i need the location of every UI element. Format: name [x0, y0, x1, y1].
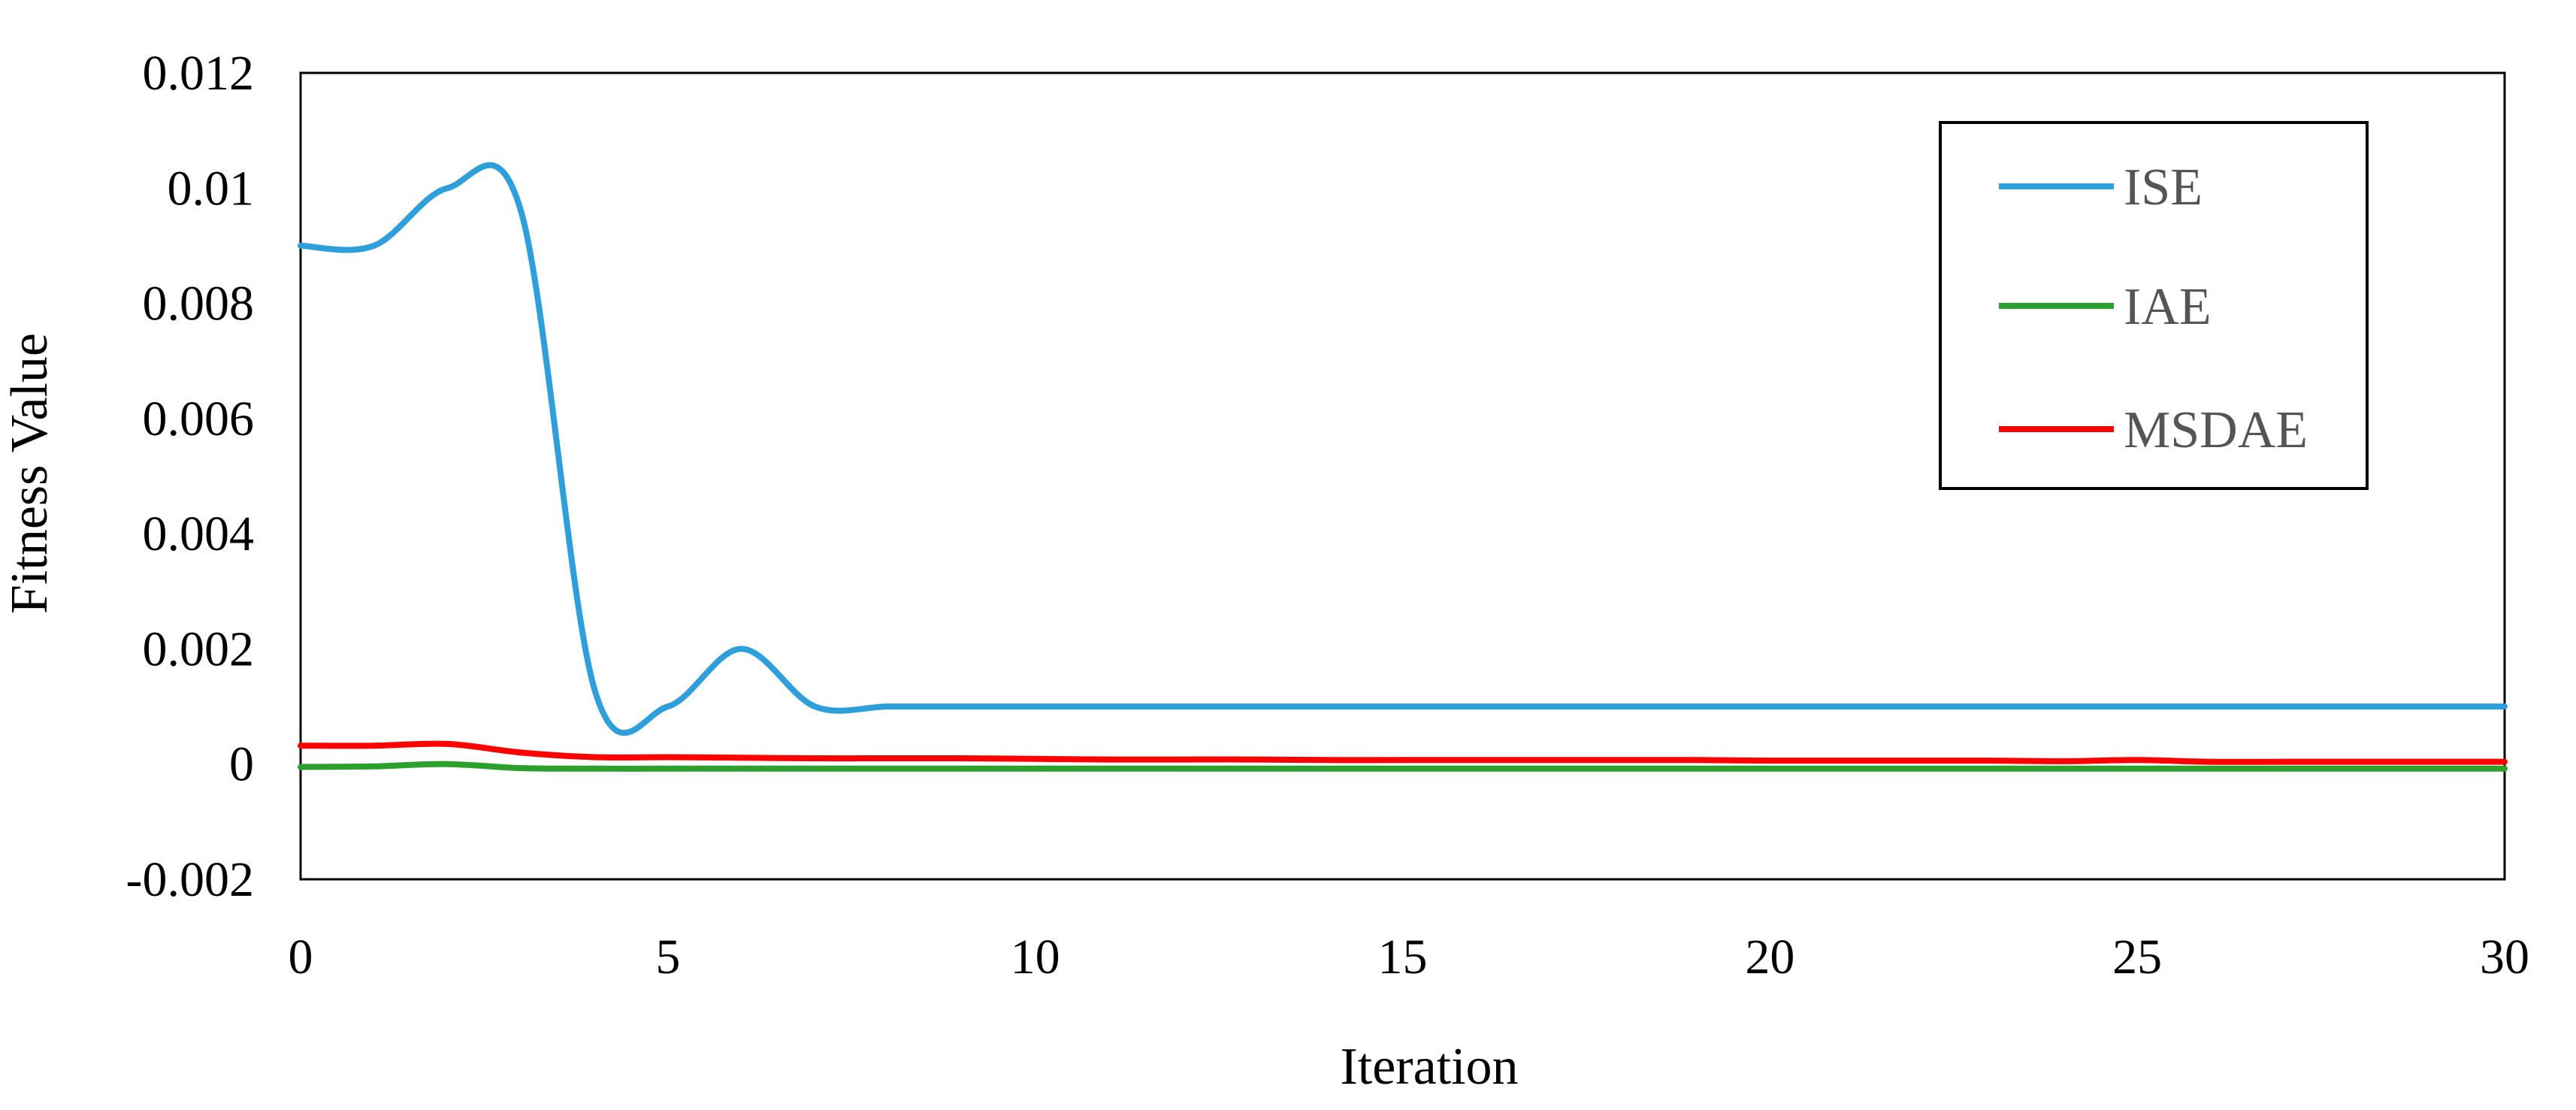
series-line-iae	[298, 761, 2508, 772]
x-tick-label: 20	[1745, 930, 1794, 984]
x-tick-label: 25	[2112, 930, 2162, 984]
series-line-ise	[298, 162, 2508, 736]
legend-label-msdae: MSDAE	[2124, 401, 2308, 459]
series-layer	[298, 162, 2508, 772]
y-tick-label: 0.01	[168, 161, 255, 216]
y-tick-label: 0.006	[143, 392, 255, 446]
x-axis-title: Iteration	[1340, 1038, 1518, 1096]
x-tick-label: 5	[655, 930, 680, 984]
plot-frame	[299, 71, 2506, 881]
x-tick-label: 0	[289, 930, 313, 984]
legend-label-iae: IAE	[2124, 278, 2212, 336]
series-line-msdae	[298, 740, 2508, 765]
legend: ISE IAE MSDAE	[1939, 121, 2369, 490]
y-tick-label: -0.002	[126, 852, 254, 907]
y-tick-label: 0.002	[143, 622, 255, 676]
x-tick-label: 30	[2480, 930, 2529, 984]
x-tick-label: 15	[1378, 930, 1428, 984]
y-tick-label: 0.004	[143, 507, 255, 561]
x-tick-label: 10	[1011, 930, 1060, 984]
plot-area	[299, 71, 2506, 881]
y-tick-label: 0.012	[143, 46, 255, 101]
y-axis-title: Fitness Value	[1, 333, 59, 614]
y-tick-label: 0.008	[143, 277, 255, 331]
legend-label-ise: ISE	[2124, 159, 2203, 216]
y-tick-label: 0	[229, 737, 254, 792]
axes: 0 5 10 15 20 25 30 -0.002 0 0.002 0.004 0.006 0.008 0…	[126, 46, 2529, 984]
